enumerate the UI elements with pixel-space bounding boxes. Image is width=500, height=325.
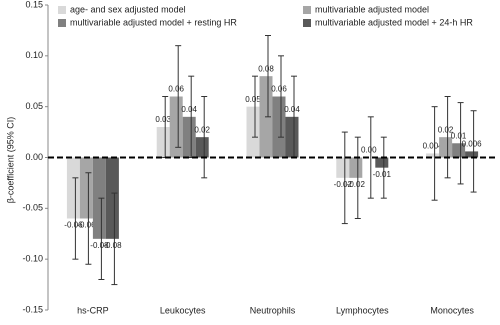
bar	[349, 157, 363, 178]
value-label: 0.00	[361, 146, 377, 155]
y-tick-label: 0.10	[25, 50, 43, 60]
value-label: 0.06	[271, 85, 287, 94]
y-tick-label: 0.00	[25, 152, 43, 162]
bar	[182, 116, 196, 158]
legend-swatch	[58, 6, 66, 14]
value-label: 0.05	[245, 95, 261, 104]
value-label: 0.01	[451, 131, 467, 140]
value-label: 0.03	[155, 115, 171, 124]
legend-swatch	[303, 19, 311, 27]
x-tick-label: Monocytes	[430, 305, 474, 315]
bar	[272, 96, 286, 158]
value-label: 0.04	[284, 105, 300, 114]
bar	[336, 157, 350, 178]
legend-swatch	[303, 6, 311, 14]
y-tick-label: -0.15	[22, 304, 43, 314]
value-label: 0.04	[181, 105, 197, 114]
value-label: 0.004	[423, 142, 444, 151]
x-tick-label: Lymphocytes	[336, 305, 389, 315]
value-label: -0.02	[334, 180, 353, 189]
value-label: -0.06	[77, 221, 96, 230]
value-label: 0.08	[258, 64, 274, 73]
bar	[105, 157, 119, 239]
bar	[66, 157, 80, 219]
y-tick-label: 0.05	[25, 101, 43, 111]
y-tick-label: -0.10	[22, 254, 43, 264]
value-label: -0.06	[64, 221, 83, 230]
bar	[285, 116, 299, 158]
value-label: 0.02	[194, 125, 210, 134]
y-tick-label: 0.15	[25, 0, 43, 9]
bar	[375, 157, 389, 168]
bar	[79, 157, 93, 219]
bar	[246, 106, 260, 158]
x-tick-label: Neutrophils	[250, 305, 296, 315]
value-label: 0.02	[438, 125, 454, 134]
value-label: -0.08	[90, 241, 109, 250]
value-label: 0.06	[168, 85, 184, 94]
legend-label: multivariable adjusted model	[315, 4, 429, 14]
bar	[195, 137, 209, 158]
bar	[452, 143, 466, 158]
y-tick-label: -0.05	[22, 203, 43, 213]
legend-label: multivariable adjusted model + 24-h HR	[315, 17, 473, 27]
bar	[156, 127, 170, 158]
value-label: -0.01	[373, 170, 392, 179]
legend-swatch	[58, 19, 66, 27]
bar	[169, 96, 183, 158]
value-label: -0.08	[103, 241, 122, 250]
bar	[439, 137, 453, 158]
bar	[426, 153, 440, 158]
legend-label: multivariable adjusted model + resting H…	[70, 17, 237, 27]
y-axis-label: β-coefficient (95% CI)	[5, 117, 15, 204]
value-label: -0.02	[347, 180, 366, 189]
value-label: 0.006	[462, 140, 483, 149]
x-tick-label: Leukocytes	[160, 305, 206, 315]
legend-label: age- and sex adjusted model	[70, 4, 186, 14]
bar	[465, 151, 479, 158]
x-tick-label: hs-CRP	[77, 305, 109, 315]
